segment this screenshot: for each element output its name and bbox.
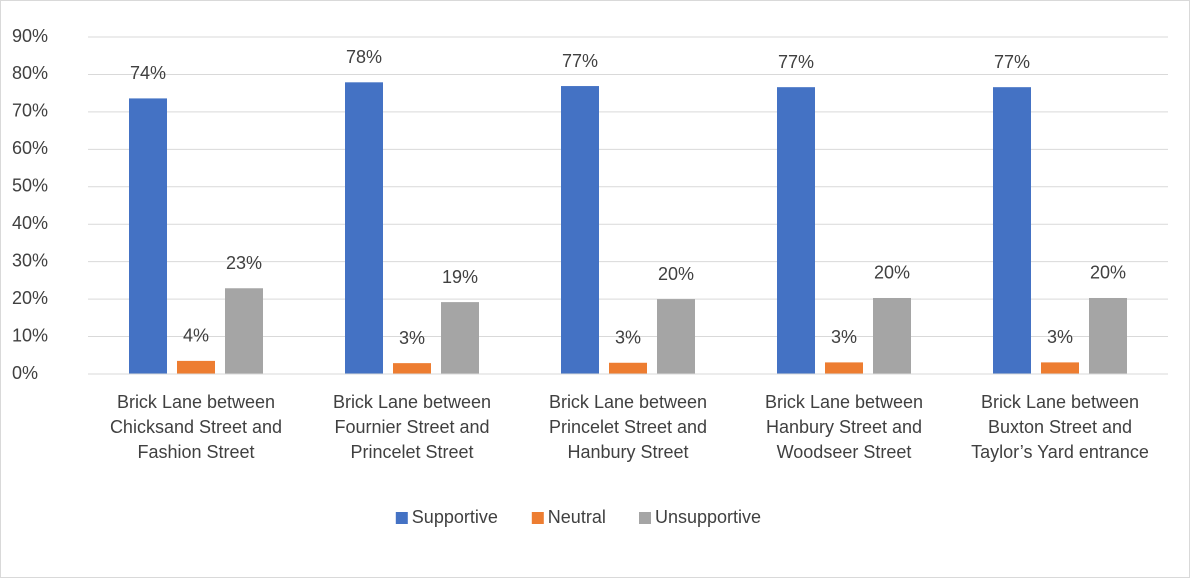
y-tick-label: 70% [12, 101, 48, 121]
data-label: 4% [183, 326, 209, 346]
y-tick-label: 80% [12, 63, 48, 83]
data-label: 20% [658, 264, 694, 284]
bar [609, 362, 647, 374]
legend-swatch [639, 512, 651, 524]
legend-swatch [395, 512, 408, 524]
data-label: 78% [346, 47, 382, 67]
bar [345, 82, 383, 375]
y-tick-label: 60% [12, 138, 48, 158]
x-tick-label: Brick Lane between Fournier Street and P… [332, 392, 492, 462]
data-label: 3% [1047, 327, 1073, 347]
data-label: 74% [130, 63, 166, 83]
x-tick-label: Brick Lane between Chicksand Street and … [109, 392, 283, 462]
bar [225, 288, 263, 374]
legend-label: Supportive [412, 507, 498, 527]
bar [993, 87, 1031, 375]
x-tick-label: Brick Lane between Princelet Street and … [548, 392, 708, 462]
y-tick-label: 10% [12, 325, 48, 345]
data-label: 77% [778, 52, 814, 72]
bar [441, 302, 479, 374]
data-label: 3% [831, 327, 857, 347]
bar [825, 362, 863, 374]
y-tick-label: 30% [12, 250, 48, 270]
bar [873, 297, 911, 374]
legend-swatch [531, 512, 544, 524]
data-label: 20% [874, 263, 910, 283]
data-label: 3% [615, 328, 641, 348]
y-tick-label: 40% [12, 213, 48, 233]
legend-label: Unsupportive [655, 507, 761, 527]
bar [777, 87, 815, 375]
data-label: 77% [562, 51, 598, 71]
legend-label: Neutral [548, 507, 606, 527]
x-tick-label: Brick Lane between Hanbury Street and Wo… [764, 392, 924, 462]
data-label: 19% [442, 267, 478, 287]
bar [657, 299, 695, 374]
bar [177, 360, 215, 374]
x-tick-label: Brick Lane between Buxton Street and Tay… [971, 392, 1149, 462]
bar [129, 98, 167, 375]
data-label: 20% [1090, 263, 1126, 283]
bar [1041, 362, 1079, 374]
data-label: 3% [399, 328, 425, 348]
y-tick-label: 50% [12, 176, 48, 196]
bar [561, 86, 599, 375]
data-label: 77% [994, 52, 1030, 72]
bar [1089, 297, 1127, 374]
y-tick-label: 90% [12, 26, 48, 46]
y-tick-label: 0% [12, 363, 38, 383]
bar [393, 363, 431, 374]
data-label: 23% [226, 253, 262, 273]
y-tick-label: 20% [12, 288, 48, 308]
